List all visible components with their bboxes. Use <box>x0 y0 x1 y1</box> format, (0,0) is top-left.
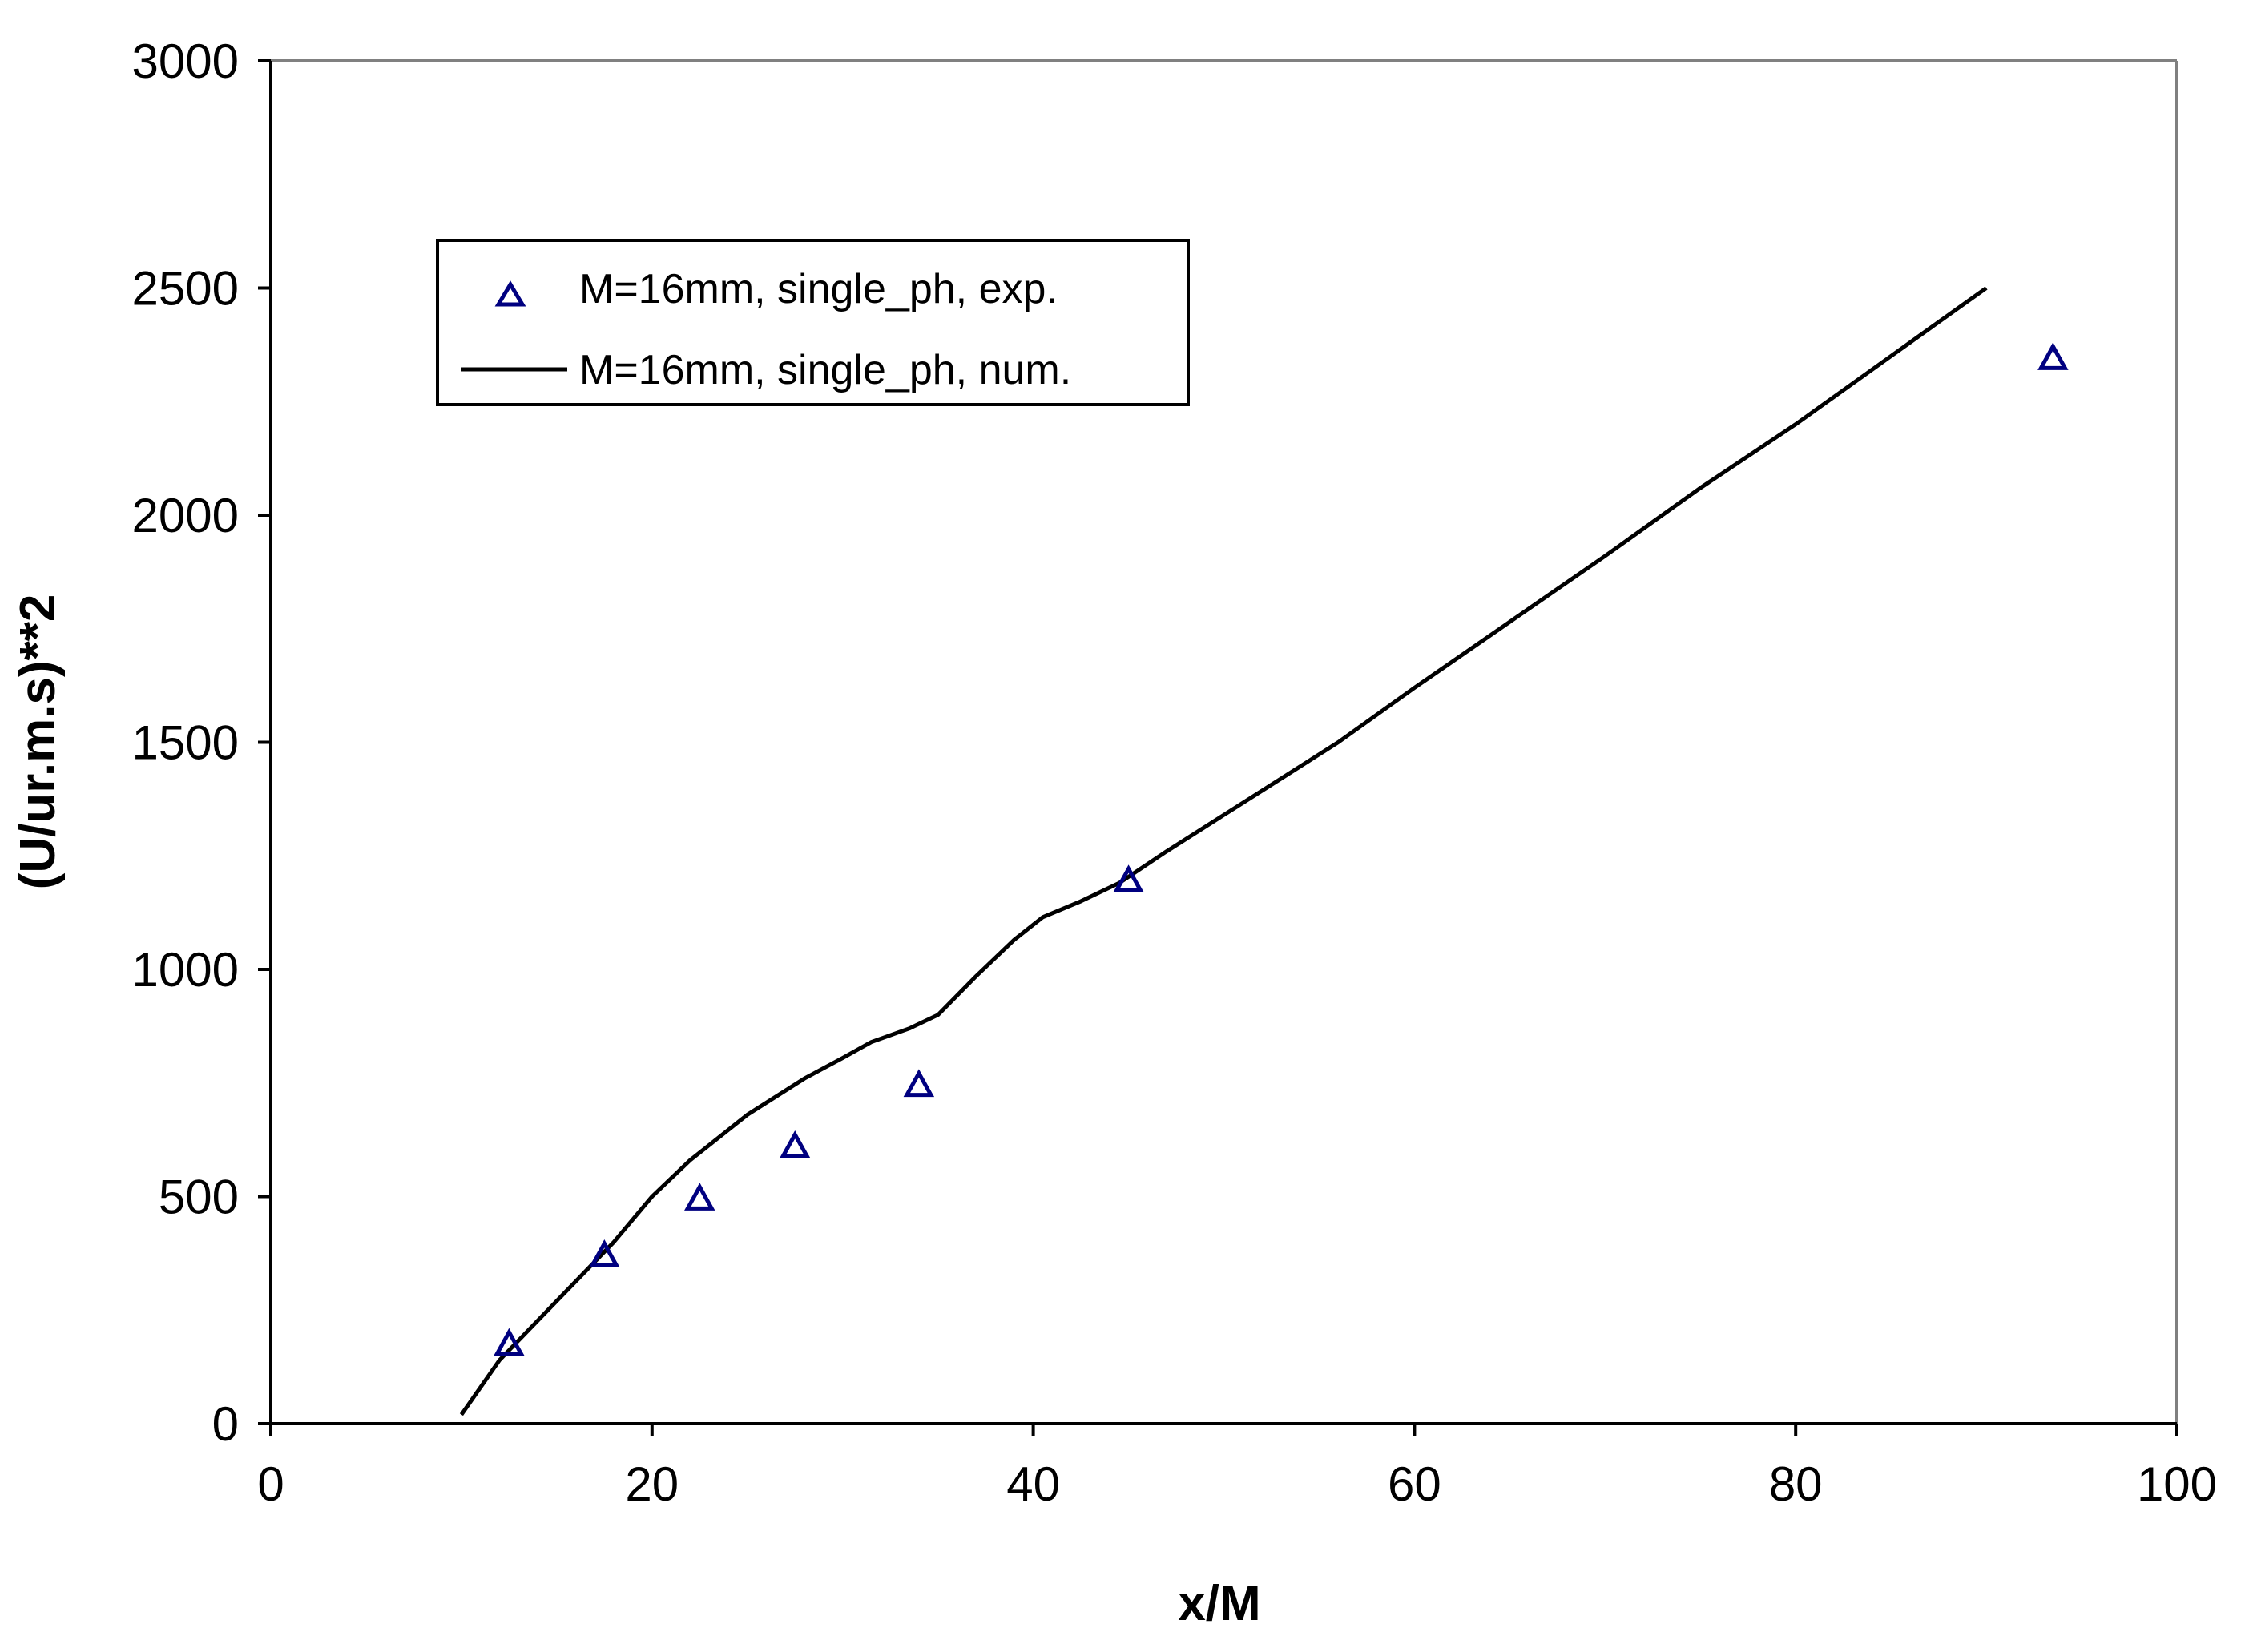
series-num-line <box>459 286 1988 1416</box>
y-tick-label: 0 <box>212 1397 239 1451</box>
x-tick-label: 80 <box>1769 1457 1823 1511</box>
legend-label-exp: M=16mm, single_ph, exp. <box>579 266 1058 312</box>
plot-area <box>271 59 2178 1424</box>
y-tick-label: 2500 <box>132 262 239 316</box>
y-tick-label: 2000 <box>132 489 239 542</box>
x-tick-label: 40 <box>1006 1457 1060 1511</box>
legend-marker-triangle <box>494 280 526 307</box>
data-point-exp <box>589 1239 620 1267</box>
x-tick-label: 0 <box>257 1457 284 1511</box>
y-tick-label: 3000 <box>132 34 239 88</box>
data-point-exp <box>684 1183 715 1211</box>
x-tick-label: 20 <box>625 1457 679 1511</box>
x-axis-title: x/M <box>1178 1576 1260 1631</box>
data-point-exp <box>779 1130 811 1158</box>
data-point-exp <box>1113 864 1144 892</box>
data-point-exp <box>494 1328 525 1356</box>
series-exp-points-group <box>494 342 2069 1356</box>
data-point-exp <box>2037 342 2069 370</box>
legend-label-num: M=16mm, single_ph, num. <box>579 347 1071 393</box>
y-tick-label: 1500 <box>132 716 239 770</box>
y-tick-label: 500 <box>159 1171 239 1224</box>
y-axis-title: (U/ur.m.s)**2 <box>10 594 66 890</box>
legend: M=16mm, single_ph, exp. M=16mm, single_p… <box>436 239 1190 406</box>
x-tick-label: 60 <box>1388 1457 1441 1511</box>
data-point-exp <box>903 1069 935 1098</box>
legend-box <box>436 239 1190 406</box>
x-tick-label: 100 <box>2137 1457 2217 1511</box>
series-num-line-group <box>459 286 1988 1416</box>
y-tick-label: 1000 <box>132 943 239 997</box>
